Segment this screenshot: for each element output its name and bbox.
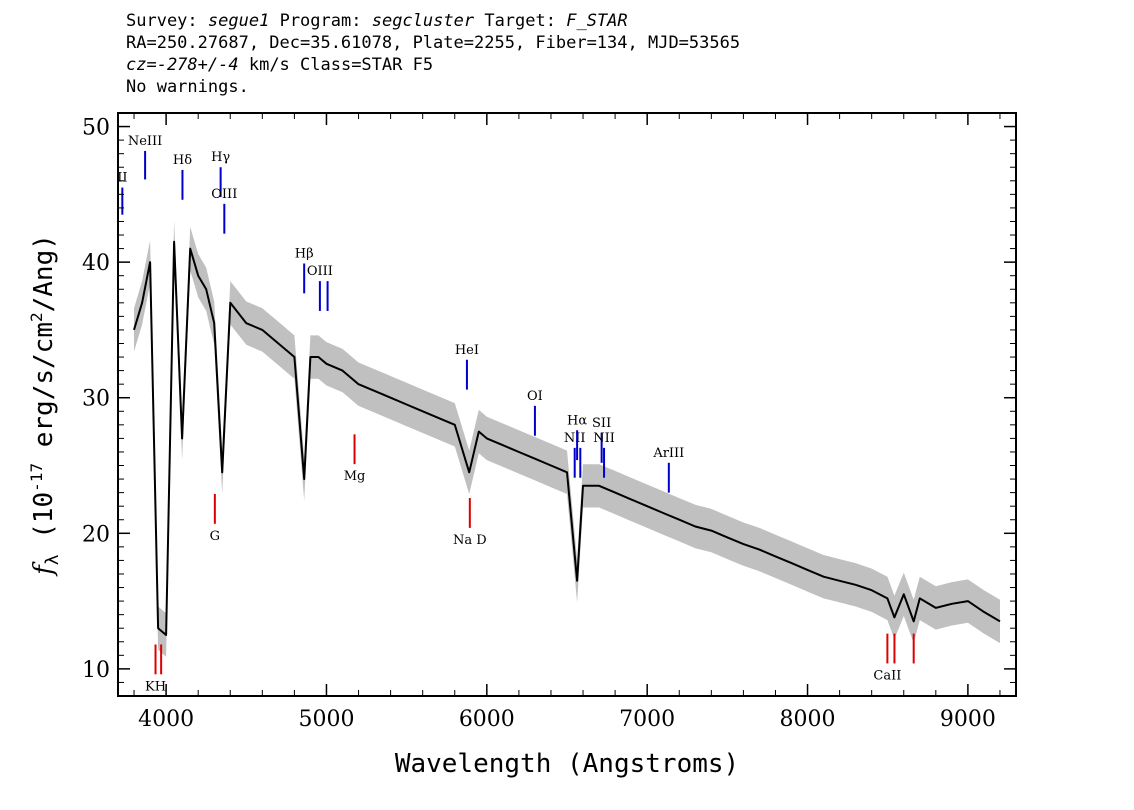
x-tick-label: 8000: [780, 707, 836, 732]
target-value: F_STAR: [566, 11, 628, 31]
header-line-1: Survey: segue1 Program: segcluster Targe…: [126, 10, 740, 32]
axis-ticks: 4000 5000 6000 7000 8000 9000 10 20 30 40 50: [82, 113, 1016, 732]
ylabel-exp: -17: [27, 463, 46, 492]
emission-line-label: OI: [527, 389, 543, 404]
emission-line-label: Hγ: [211, 150, 230, 165]
emission-line-label: NII: [593, 431, 615, 446]
y-tick-label: 50: [82, 116, 110, 141]
absorption-line-label: Mg: [344, 469, 366, 484]
plot-frame: [117, 112, 1017, 697]
ylabel-units: erg/s/cm: [29, 322, 59, 463]
x-tick-label: 7000: [619, 707, 675, 732]
ylabel-end: /Ang): [29, 234, 59, 312]
flux-line: [133, 240, 1001, 636]
header-line-2: RA=250.27687, Dec=35.61078, Plate=2255, …: [126, 33, 741, 53]
survey-value: segue1: [207, 11, 270, 31]
absorption-line-label: KH: [145, 679, 166, 694]
error-band-layer: [134, 220, 1000, 657]
emission-line-label: OIII: [307, 264, 333, 279]
ylabel-sub: λ: [42, 554, 63, 565]
spectrum-header: Survey: segue1 Program: segcluster Targe…: [126, 10, 740, 98]
program-label: Program:: [279, 11, 362, 31]
y-axis-label: fλ (10-17 erg/s/cm2/Ang): [27, 234, 63, 577]
error-band: [134, 220, 1000, 657]
emission-line-label: HeI: [455, 343, 479, 358]
redshift-value: cz=-278+/-4: [126, 55, 239, 75]
emission-line-label: Hβ: [295, 246, 314, 261]
absorption-line-label: CaII: [873, 668, 901, 683]
absorption-line-label: G: [210, 529, 220, 544]
y-tick-label: 10: [82, 658, 110, 683]
y-tick-label: 30: [82, 387, 110, 412]
emission-line-label: SII: [592, 416, 611, 431]
header-line-4: No warnings.: [126, 77, 249, 97]
flux-layer: [133, 240, 1001, 636]
absorption-line-label: Na D: [453, 533, 487, 548]
x-axis-label: Wavelength (Angstroms): [395, 749, 739, 779]
emission-line-label: Hα: [567, 413, 587, 428]
class-info: km/s Class=STAR F5: [248, 55, 434, 75]
emission-line-label: Hδ: [173, 153, 192, 168]
x-tick-label: 5000: [298, 707, 354, 732]
header-line-3: cz=-278+/-4 km/s Class=STAR F5: [126, 54, 740, 76]
emission-line-label: OIII: [211, 187, 237, 202]
emission-line-label: NeIII: [128, 134, 162, 149]
emission-line-label: ArIII: [652, 446, 684, 461]
ylabel-body: (10: [29, 492, 59, 555]
emission-line-label: II: [117, 171, 127, 186]
x-tick-label: 9000: [940, 707, 996, 732]
survey-label: Survey:: [126, 11, 198, 31]
x-tick-label: 6000: [459, 707, 515, 732]
y-tick-label: 40: [82, 251, 110, 276]
ylabel-sq: 2: [27, 312, 46, 322]
program-value: segcluster: [371, 11, 475, 31]
target-label: Target:: [484, 11, 556, 31]
y-tick-label: 20: [82, 522, 110, 547]
emission-line-label: NII: [564, 431, 586, 446]
x-tick-label: 4000: [138, 707, 194, 732]
